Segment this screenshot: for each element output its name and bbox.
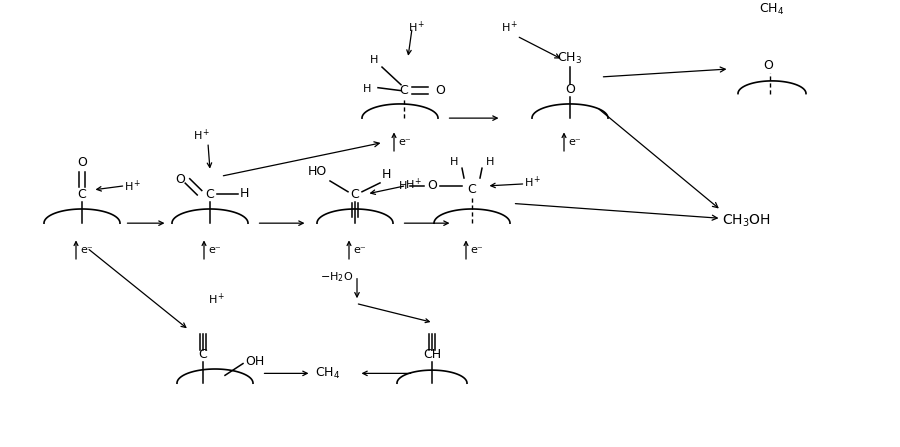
Text: HO: HO: [308, 165, 327, 178]
Text: CH: CH: [423, 348, 441, 361]
Text: CH$_3$OH: CH$_3$OH: [722, 213, 770, 229]
Text: C: C: [468, 183, 476, 196]
Text: H$^+$: H$^+$: [124, 178, 141, 194]
Text: O: O: [763, 59, 773, 72]
Text: O: O: [435, 84, 445, 97]
Text: e⁻: e⁻: [208, 245, 220, 255]
Text: e⁻: e⁻: [568, 137, 580, 147]
Text: H$^+$: H$^+$: [408, 20, 426, 35]
Text: CH$_4$: CH$_4$: [315, 366, 340, 381]
Text: e⁻: e⁻: [470, 245, 482, 255]
Text: C: C: [205, 188, 214, 201]
Text: O: O: [176, 173, 184, 186]
Text: H: H: [399, 181, 407, 191]
Text: H: H: [363, 84, 371, 94]
Text: CH$_3$: CH$_3$: [557, 51, 582, 66]
Text: C: C: [77, 188, 86, 201]
Text: O: O: [565, 83, 575, 96]
Text: H$^+$: H$^+$: [501, 19, 518, 35]
Text: C: C: [351, 188, 359, 201]
Text: CH$_4$: CH$_4$: [760, 2, 785, 17]
Text: H: H: [240, 187, 249, 200]
Text: e⁻: e⁻: [398, 137, 410, 147]
Text: C: C: [400, 84, 409, 97]
Text: e⁻: e⁻: [80, 245, 93, 255]
Text: H$^+$: H$^+$: [524, 174, 542, 190]
Text: C: C: [199, 348, 207, 361]
Text: H$^+$: H$^+$: [194, 127, 211, 143]
Text: H: H: [450, 157, 458, 167]
Text: OH: OH: [245, 355, 265, 368]
Text: H$^+$: H$^+$: [208, 291, 226, 307]
Text: O: O: [77, 156, 87, 169]
Text: e⁻: e⁻: [353, 245, 365, 255]
Text: $-$H$_2$O: $-$H$_2$O: [320, 270, 353, 284]
Text: O: O: [428, 179, 437, 192]
Text: H: H: [370, 55, 378, 65]
Text: H: H: [486, 157, 494, 167]
Text: H$^+$: H$^+$: [405, 176, 423, 192]
Text: H: H: [382, 168, 392, 181]
